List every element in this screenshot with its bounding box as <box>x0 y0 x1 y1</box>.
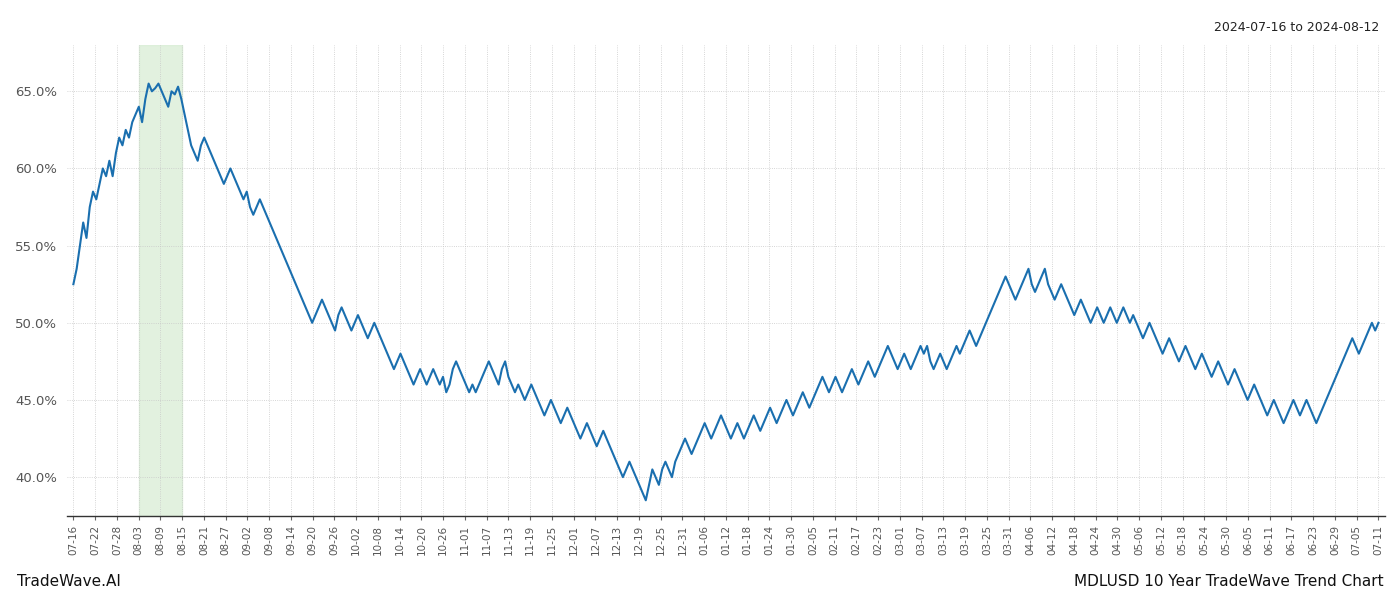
Text: TradeWave.AI: TradeWave.AI <box>17 574 120 589</box>
Bar <box>139 45 182 516</box>
Text: 2024-07-16 to 2024-08-12: 2024-07-16 to 2024-08-12 <box>1214 21 1379 34</box>
Text: MDLUSD 10 Year TradeWave Trend Chart: MDLUSD 10 Year TradeWave Trend Chart <box>1074 574 1383 589</box>
